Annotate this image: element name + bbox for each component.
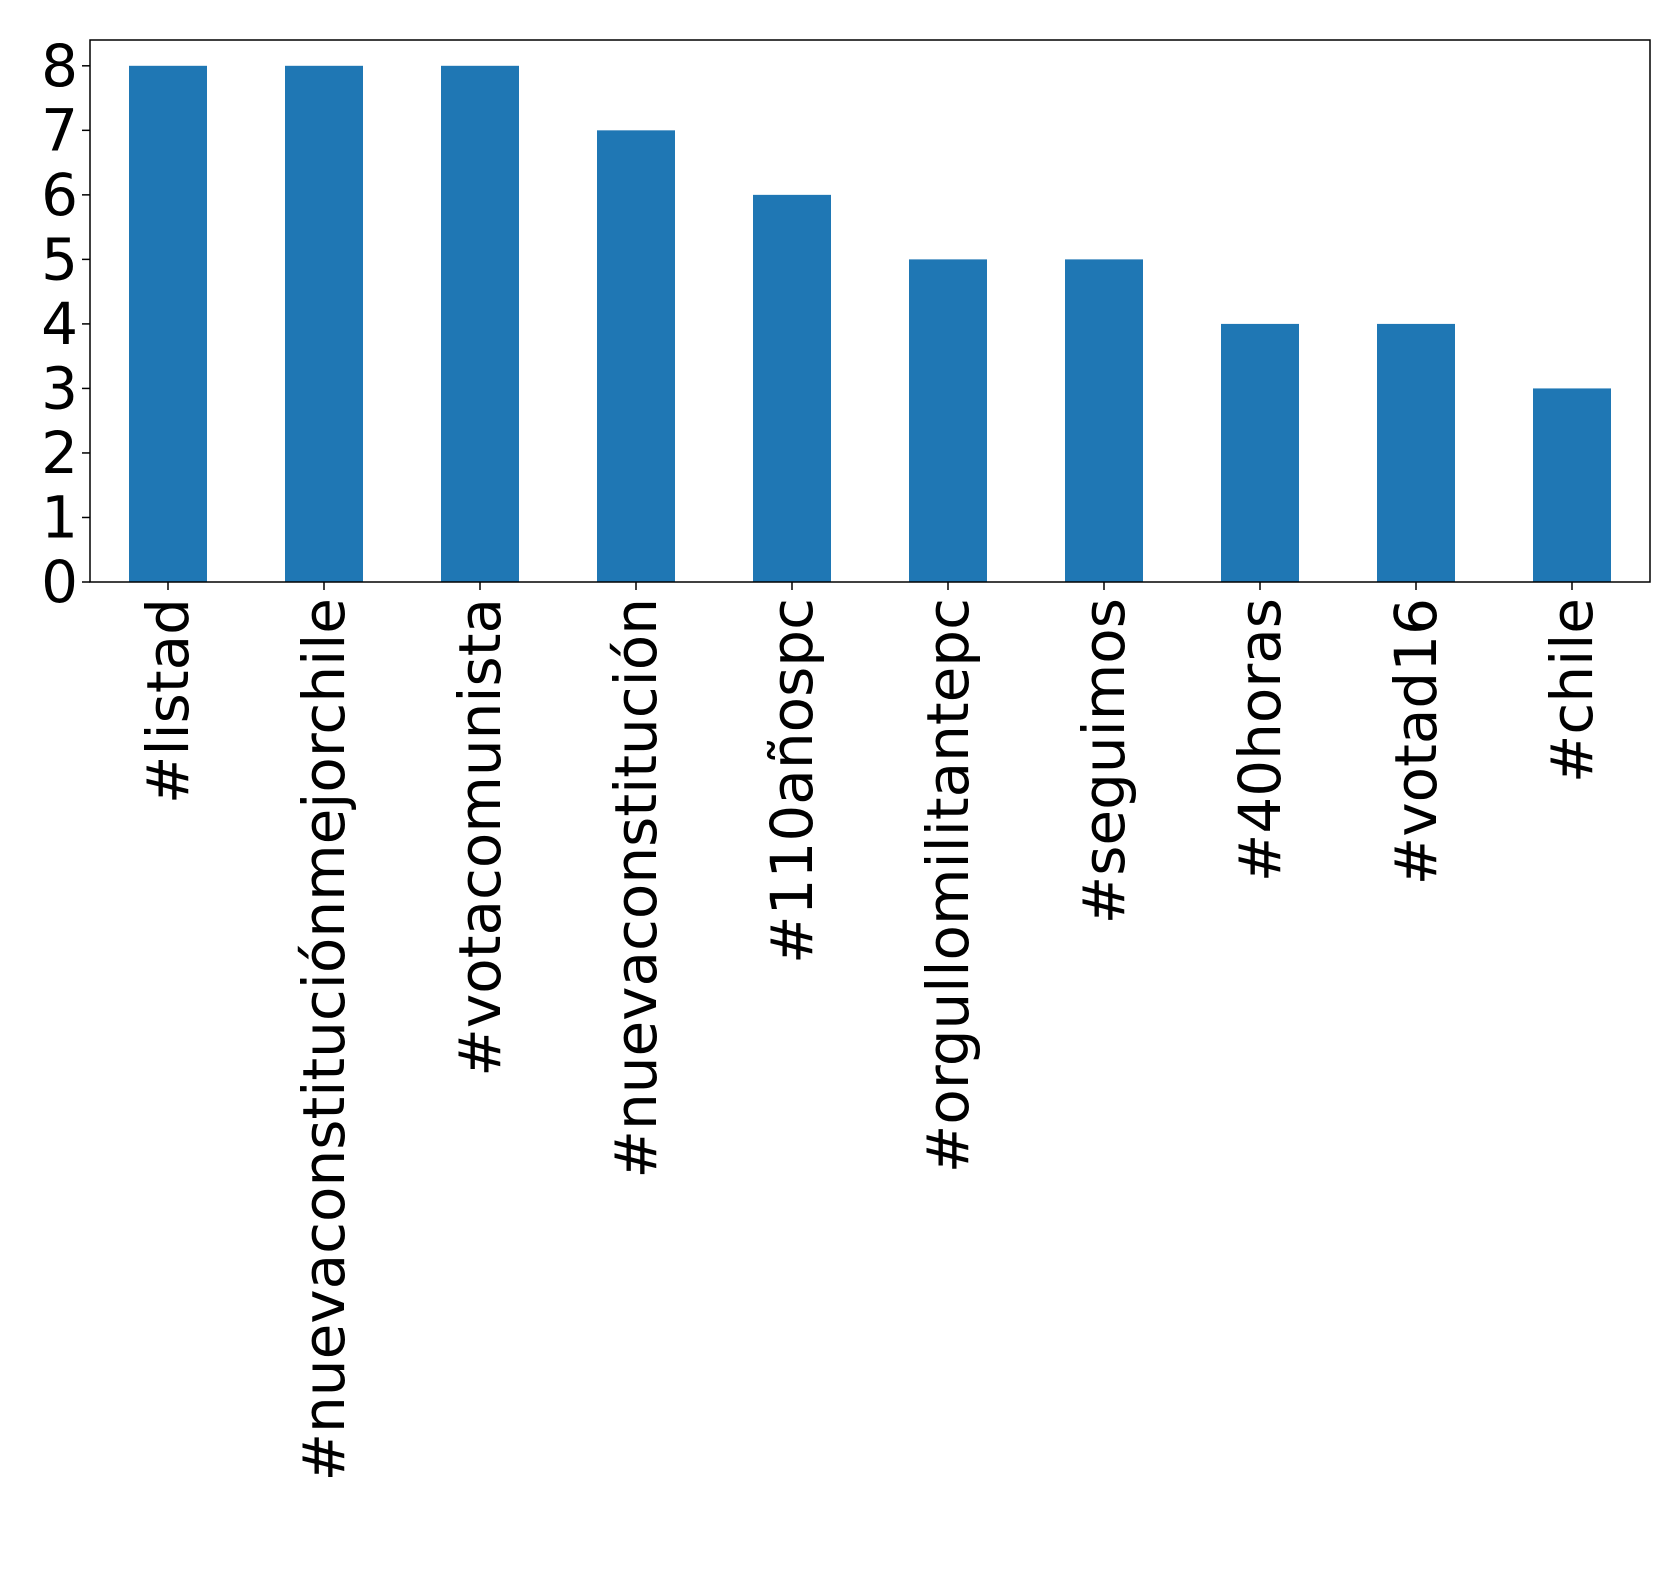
x-axis: #listad #nuevaconstituciónmejorchile #vota…: [134, 582, 1606, 1482]
bars-group: [129, 65, 1611, 583]
x-tick-label-9: #chile: [1538, 598, 1606, 783]
x-tick-label-3: #nuevaconstitución: [602, 598, 670, 1179]
y-tick-label-4: 4: [41, 290, 78, 358]
bar-9: [1533, 388, 1611, 582]
x-tick-label-1: #nuevaconstituciónmejorchile: [290, 598, 358, 1482]
bar-5: [909, 259, 987, 582]
bar-6: [1065, 259, 1143, 582]
y-tick-label-2: 2: [41, 419, 78, 487]
bar-8: [1377, 323, 1455, 582]
x-tick-label-4: #110añospc: [758, 598, 826, 964]
y-tick-label-5: 5: [41, 225, 78, 293]
plot-frame: [89, 39, 1651, 583]
x-tick-label-7: #40horas: [1226, 598, 1294, 882]
y-tick-label-3: 3: [41, 354, 78, 422]
y-tick-label-1: 1: [41, 483, 78, 551]
bar-1: [285, 65, 363, 583]
y-tick-label-0: 0: [41, 548, 78, 616]
x-tick-label-6: #seguimos: [1070, 598, 1138, 924]
x-tick-label-2: #votacomunista: [446, 598, 514, 1077]
bar-0: [129, 65, 207, 583]
x-tick-label-5: #orgullomilitantepc: [914, 598, 982, 1173]
bar-4: [753, 194, 831, 582]
x-tick-label-8: #votad16: [1382, 598, 1450, 885]
y-tick-label-8: 8: [41, 32, 78, 100]
x-tick-label-0: #listad: [134, 598, 202, 804]
y-tick-label-7: 7: [41, 96, 78, 164]
y-tick-label-6: 6: [41, 161, 78, 229]
bar-3: [597, 130, 675, 583]
bar-2: [441, 65, 519, 583]
bar-7: [1221, 323, 1299, 582]
